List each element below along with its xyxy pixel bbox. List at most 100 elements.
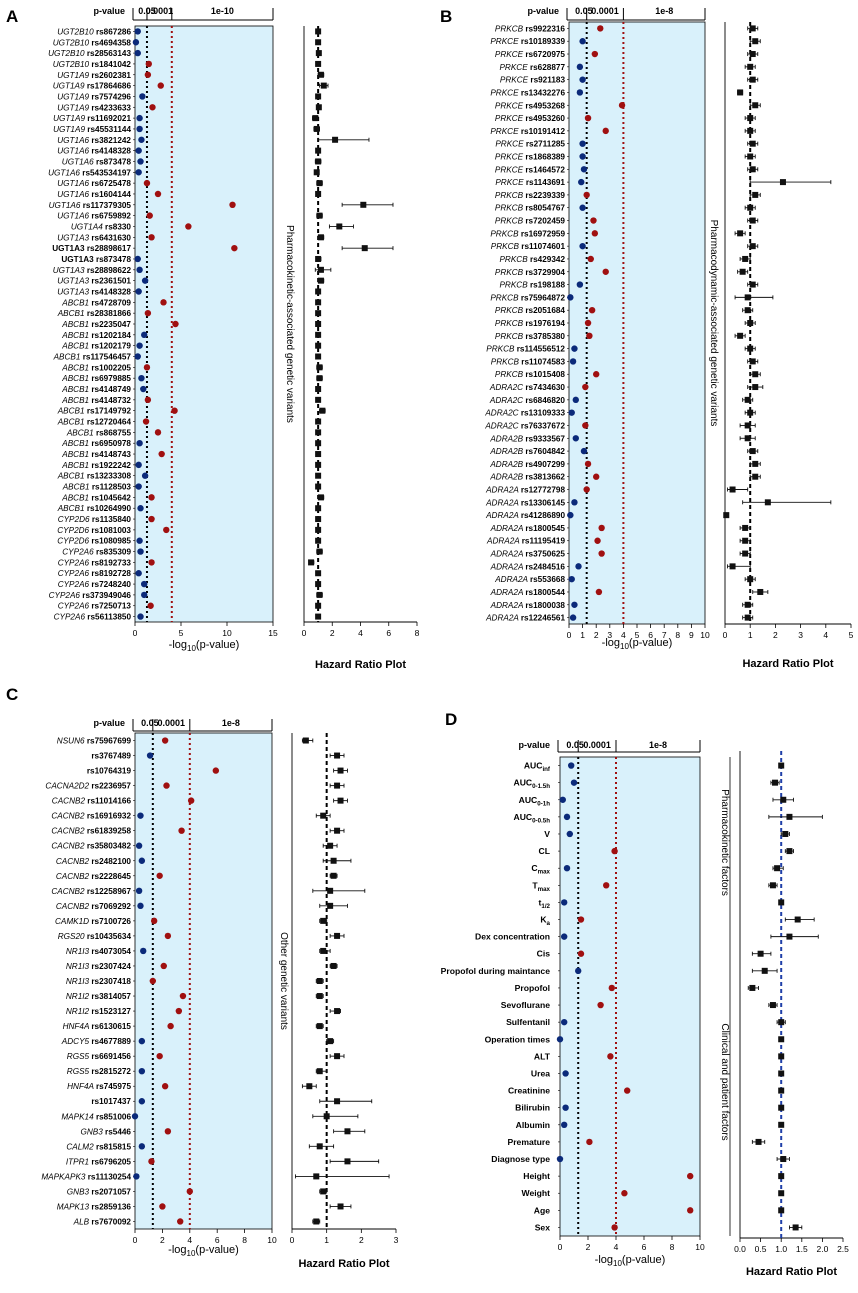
gene-name: RGS20 <box>58 932 87 941</box>
hr-axis-label: Hazard Ratio Plot <box>742 658 833 670</box>
x-axis-label-rest: (p-value) <box>629 637 672 649</box>
row-label-main: ALT <box>534 1051 551 1061</box>
x-axis-label-rest: (p-value) <box>622 1254 665 1266</box>
data-row: ALB rs7670092 <box>73 1217 321 1226</box>
data-row: PRKCB rs198188 <box>499 281 759 290</box>
snp-id: rs2307424 <box>91 962 131 971</box>
hr-point <box>761 967 768 974</box>
significant-point <box>149 104 156 111</box>
hr-point <box>315 39 322 46</box>
nonsignificant-point <box>561 899 568 906</box>
x-tick-label: 5 <box>179 628 184 638</box>
snp-id: rs13306145 <box>521 498 566 507</box>
hr-point <box>315 429 322 436</box>
x-axis-label-rest: (p-value) <box>195 1244 238 1256</box>
nonsignificant-point <box>569 614 577 621</box>
row-label: NSUN6 rs75967699 <box>57 737 132 746</box>
hr-point <box>752 473 759 480</box>
side-label-bottom: Clinical and patient factors <box>719 1023 730 1140</box>
snp-id: rs1800038 <box>525 601 565 610</box>
row-label: PRKCB rs9922316 <box>495 24 566 33</box>
hr-point <box>315 93 322 100</box>
snp-id: rs1015408 <box>525 370 565 379</box>
nonsignificant-point <box>569 358 577 365</box>
snp-id: rs8192728 <box>91 569 131 578</box>
hr-point <box>320 917 327 924</box>
gene-name: PRKCE <box>495 50 525 59</box>
hr-point <box>744 601 751 608</box>
row-label: rs10764319 <box>87 767 132 776</box>
hr-point <box>778 762 785 769</box>
nonsignificant-point <box>576 63 584 71</box>
hr-point <box>744 614 751 621</box>
row-label: ABCB1 rs868755 <box>66 428 132 437</box>
snp-id: rs2602381 <box>91 71 131 80</box>
nonsignificant-point <box>571 345 578 352</box>
hr-tick-label: 5 <box>849 630 854 640</box>
row-label-sub: 0-1.5h <box>532 783 550 790</box>
hr-point <box>794 916 801 923</box>
data-row: ABCB1 rs2235047 <box>61 320 322 329</box>
hr-point <box>779 179 786 186</box>
snp-id: rs543534197 <box>82 168 131 177</box>
x-tick-label: 6 <box>648 630 653 640</box>
data-row: ADRA2C rs13109333 <box>484 409 756 418</box>
hr-point <box>778 1053 785 1060</box>
hr-point <box>744 396 751 403</box>
data-row: ADRA2A rs12246561 <box>485 614 754 623</box>
data-row: MAPK14 rs851006 <box>61 1112 359 1121</box>
gene-name: CYP2A6 <box>54 613 88 622</box>
row-label: CALM2 rs815815 <box>66 1142 131 1151</box>
hr-point <box>334 782 341 789</box>
x-tick-label: 7 <box>662 630 667 640</box>
snp-id: rs429342 <box>530 255 566 264</box>
snp-id: rs4233633 <box>91 103 131 112</box>
x-axis-label: -log10(p-value) <box>168 1244 239 1258</box>
row-label: PRKCB rs2051684 <box>495 306 566 315</box>
row-label-main: Creatinine <box>508 1086 550 1096</box>
hr-point <box>747 153 754 160</box>
x-tick-label: 0 <box>558 1242 563 1252</box>
gene-name: HNF4A <box>67 1082 96 1091</box>
row-label: ALB rs7670092 <box>73 1217 132 1226</box>
side-label: Pharmacodynamic-associated genetic varia… <box>708 220 719 427</box>
row-label: PRKCE rs10189339 <box>490 37 565 46</box>
gene-name: CACNB2 <box>51 812 87 821</box>
significant-point <box>611 847 618 855</box>
snp-id: rs10264990 <box>87 504 132 513</box>
data-row: ABCB1 rs1922242 <box>61 461 322 470</box>
row-label: UGT2B10 rs28563143 <box>48 49 131 58</box>
gene-name: ITPR1 <box>66 1157 91 1166</box>
snp-id: rs851006 <box>96 1112 132 1121</box>
hr-point <box>778 1036 785 1043</box>
nonsignificant-point <box>556 1155 564 1163</box>
data-row: ABCB1 rs1002205 <box>61 363 323 372</box>
data-row: ABCB1 rs117546457 <box>53 353 322 362</box>
row-label: ADRA2A rs2484516 <box>490 562 566 571</box>
data-row: ABCB1 rs1128503 <box>62 483 322 492</box>
snp-id: rs1045642 <box>91 493 131 502</box>
hr-point <box>330 857 337 864</box>
nonsignificant-point <box>138 1143 146 1150</box>
hr-point <box>315 147 322 154</box>
hr-point <box>316 375 323 382</box>
snp-id: rs17864686 <box>87 82 132 91</box>
snp-id: rs28898622 <box>87 266 132 275</box>
significant-point <box>157 82 164 89</box>
nonsignificant-point <box>135 483 142 490</box>
data-row: UGT1A9 rs17864686 <box>53 82 329 91</box>
gene-name: ADRA2C <box>489 396 526 405</box>
hr-point <box>315 353 322 360</box>
row-label: ABCB1 rs13233308 <box>57 472 132 481</box>
hr-point <box>323 1113 330 1120</box>
data-row: CACNB2 rs7069292 <box>56 902 348 911</box>
row-label-main: AUC <box>519 795 538 805</box>
data-row: Sulfentanil <box>506 1017 786 1027</box>
hr-point <box>315 386 322 393</box>
snp-id: rs8330 <box>105 222 131 231</box>
hr-point <box>312 115 319 122</box>
data-row: UGT1A9 rs45531144 <box>53 125 320 134</box>
gene-name: ABCB1 <box>61 493 91 502</box>
snp-id: rs117546457 <box>83 353 132 362</box>
snp-id: rs1800545 <box>525 524 565 533</box>
